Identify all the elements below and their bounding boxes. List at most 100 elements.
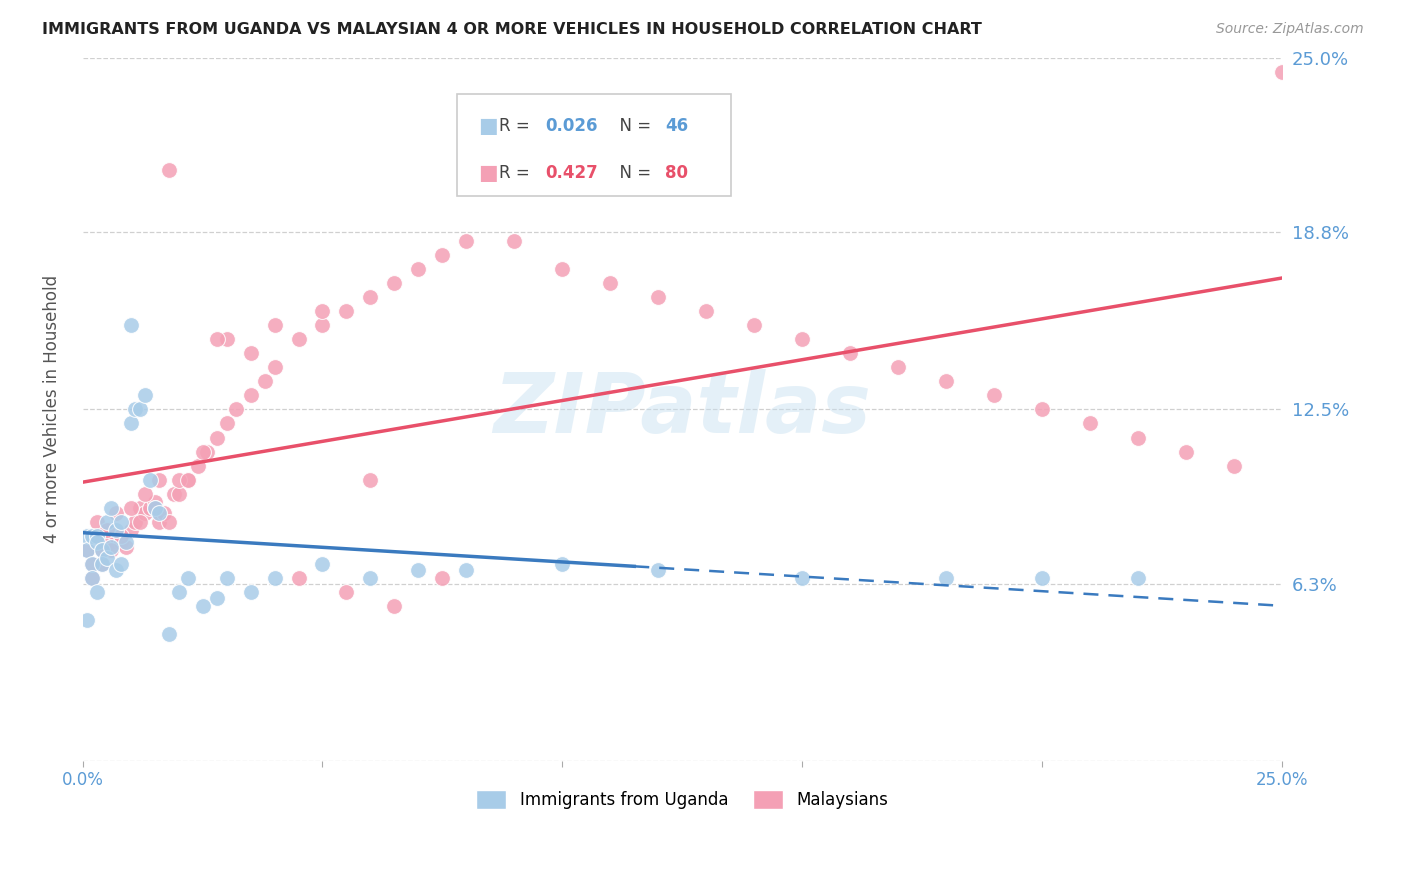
Point [1078, 417, 1101, 431]
Point [100, 534, 122, 549]
Point [110, 515, 132, 529]
Point [124, 402, 146, 417]
Point [359, 290, 381, 304]
Point [96, 524, 118, 538]
Point [148, 507, 170, 521]
Point [384, 276, 406, 290]
Point [120, 524, 142, 538]
Point [239, 346, 262, 360]
Point [167, 585, 190, 599]
Point [263, 318, 285, 332]
Text: N =: N = [609, 117, 657, 136]
Point [456, 234, 478, 248]
Point [359, 473, 381, 487]
Point [82, 571, 104, 585]
Point [287, 571, 309, 585]
Point [100, 500, 122, 515]
Point [76, 543, 98, 558]
Point [599, 276, 621, 290]
Point [105, 563, 128, 577]
Point [148, 515, 170, 529]
Point [177, 473, 200, 487]
Text: R =: R = [499, 164, 536, 182]
Point [86, 515, 108, 529]
Point [503, 234, 526, 248]
Point [134, 487, 156, 501]
Point [215, 571, 238, 585]
Point [90, 557, 112, 571]
Point [105, 529, 128, 543]
Point [359, 571, 381, 585]
Point [148, 473, 170, 487]
Point [887, 360, 910, 375]
Point [205, 591, 228, 605]
Point [935, 571, 957, 585]
Point [1126, 430, 1149, 444]
Point [105, 524, 128, 538]
Text: ■: ■ [478, 163, 498, 183]
Point [983, 388, 1005, 402]
Point [195, 444, 218, 458]
Text: ZIPatlas: ZIPatlas [494, 369, 872, 450]
Legend: Immigrants from Uganda, Malaysians: Immigrants from Uganda, Malaysians [470, 783, 896, 816]
Text: N =: N = [609, 164, 657, 182]
Point [157, 627, 180, 641]
Point [935, 374, 957, 388]
Text: 0.026: 0.026 [546, 117, 598, 136]
Point [263, 360, 285, 375]
Point [120, 500, 142, 515]
Point [114, 541, 136, 555]
Point [86, 585, 108, 599]
Point [1031, 402, 1053, 417]
Point [239, 585, 262, 599]
Text: Source: ZipAtlas.com: Source: ZipAtlas.com [1216, 22, 1364, 37]
Point [225, 402, 247, 417]
Point [157, 163, 180, 178]
Point [100, 541, 122, 555]
Point [105, 507, 128, 521]
Point [335, 304, 357, 318]
Point [408, 563, 430, 577]
Point [384, 599, 406, 614]
Point [129, 402, 152, 417]
Point [163, 487, 186, 501]
Point [311, 557, 333, 571]
Point [1031, 571, 1053, 585]
Point [110, 557, 132, 571]
Point [143, 500, 166, 515]
Point [187, 458, 209, 473]
Point [1271, 64, 1294, 78]
Point [110, 529, 132, 543]
Point [110, 534, 132, 549]
Text: 46: 46 [665, 117, 688, 136]
Point [96, 524, 118, 538]
Point [134, 388, 156, 402]
Point [90, 543, 112, 558]
Point [96, 551, 118, 566]
Point [76, 529, 98, 543]
Point [432, 571, 454, 585]
Point [167, 473, 190, 487]
Text: 80: 80 [665, 164, 688, 182]
Point [134, 507, 156, 521]
Point [287, 332, 309, 346]
Point [335, 585, 357, 599]
Text: IMMIGRANTS FROM UGANDA VS MALAYSIAN 4 OR MORE VEHICLES IN HOUSEHOLD CORRELATION : IMMIGRANTS FROM UGANDA VS MALAYSIAN 4 OR… [42, 22, 981, 37]
Point [157, 515, 180, 529]
Point [129, 515, 152, 529]
Point [551, 557, 574, 571]
Point [76, 543, 98, 558]
Point [82, 557, 104, 571]
Point [86, 529, 108, 543]
Point [205, 332, 228, 346]
Point [90, 557, 112, 571]
Y-axis label: 4 or more Vehicles in Household: 4 or more Vehicles in Household [44, 276, 60, 543]
Point [215, 332, 238, 346]
Point [124, 515, 146, 529]
Point [86, 534, 108, 549]
Point [456, 563, 478, 577]
Point [239, 388, 262, 402]
Point [114, 534, 136, 549]
Point [143, 500, 166, 515]
Point [120, 417, 142, 431]
